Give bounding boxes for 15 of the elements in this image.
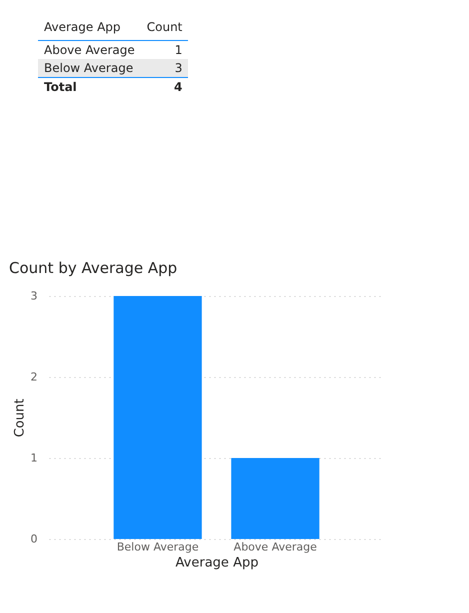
category-label: Above Average (43, 42, 136, 59)
y-axis-title: Count (12, 398, 28, 438)
text: Count (140, 16, 188, 40)
y-tick-label: 3 (30, 290, 38, 302)
data-label: 3 (140, 59, 188, 78)
x-axis-title: Average App (176, 556, 258, 570)
chart-title: Count by Average App (9, 259, 178, 277)
category-label: Below Average (38, 59, 141, 78)
text: Average App (38, 16, 141, 40)
data-label: 1 (174, 42, 184, 59)
y-tick-label: 2 (30, 370, 38, 384)
text: Total (38, 78, 141, 96)
y-tick-label: 0 (30, 532, 38, 546)
text: 4 (174, 80, 182, 94)
y-tick-label: 1 (30, 452, 38, 464)
